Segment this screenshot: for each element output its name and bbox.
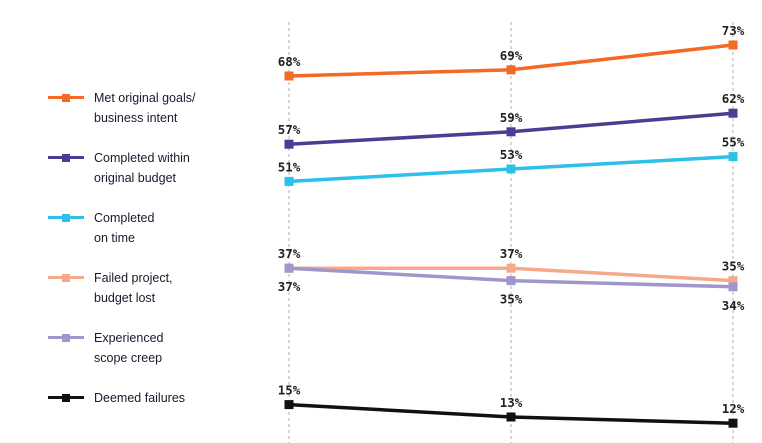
data-label-3-1: 37% xyxy=(500,246,523,261)
data-label-1-0: 57% xyxy=(278,122,301,137)
point-2-1 xyxy=(506,164,516,174)
data-label-0-1: 69% xyxy=(500,48,523,63)
point-5-0 xyxy=(284,400,294,410)
data-label-4-0: 37% xyxy=(278,279,301,294)
data-label-3-2: 35% xyxy=(722,259,745,274)
point-4-2 xyxy=(728,282,738,292)
point-0-1 xyxy=(506,65,516,75)
point-4-0 xyxy=(284,263,294,273)
data-label-1-2: 62% xyxy=(722,91,745,106)
point-0-2 xyxy=(728,40,738,50)
point-5-1 xyxy=(506,412,516,422)
point-2-0 xyxy=(284,176,294,186)
data-labels: 68% 69% 73% 57% 59% 62% 51% 53% 55% 37% 37% 35% 37% 3… xyxy=(278,23,745,416)
point-5-2 xyxy=(728,418,738,428)
point-4-1 xyxy=(506,276,516,286)
series-markers xyxy=(284,40,738,428)
point-3-1 xyxy=(506,263,516,273)
data-label-3-0: 37% xyxy=(278,246,301,261)
point-0-0 xyxy=(284,71,294,81)
data-label-0-2: 73% xyxy=(722,23,745,38)
point-1-1 xyxy=(506,127,516,137)
data-label-2-1: 53% xyxy=(500,147,523,162)
data-label-4-2: 34% xyxy=(722,298,745,313)
data-label-4-1: 35% xyxy=(500,292,523,307)
point-1-2 xyxy=(728,108,738,118)
gridlines xyxy=(288,22,734,443)
data-label-5-2: 12% xyxy=(722,401,745,416)
data-label-5-0: 15% xyxy=(278,383,301,398)
data-label-2-0: 51% xyxy=(278,159,301,174)
data-label-1-1: 59% xyxy=(500,110,523,125)
data-label-2-2: 55% xyxy=(722,135,745,150)
point-3-2 xyxy=(728,276,738,286)
point-1-0 xyxy=(284,139,294,149)
data-label-5-1: 13% xyxy=(500,395,523,410)
point-2-2 xyxy=(728,152,738,162)
data-label-0-0: 68% xyxy=(278,54,301,69)
